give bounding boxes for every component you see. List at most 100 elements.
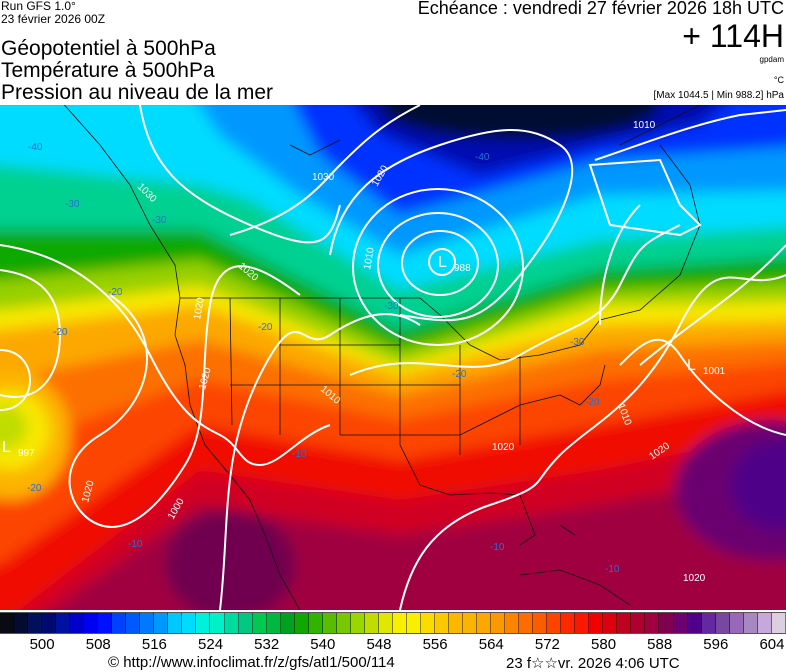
geopotential-colorbar (0, 612, 786, 634)
colorbar-cell (294, 613, 309, 633)
colorbar-cell (196, 613, 211, 633)
temperature-label: -10 (605, 564, 620, 575)
colorbar-label: 532 (254, 636, 280, 653)
isobar-label: 1030 (312, 172, 335, 183)
low-pressure-value: 988 (454, 263, 471, 274)
weather-map: 1010 1030 1030 1020 1020 1010 1020 1020 … (0, 105, 786, 610)
title-pressure: Pression au niveau de la mer (1, 81, 273, 104)
colorbar-label: 516 (141, 636, 167, 653)
colorbar-cell (434, 613, 449, 633)
colorbar-cell (533, 613, 548, 633)
colorbar-label: 524 (198, 636, 224, 653)
colorbar-cell (238, 613, 253, 633)
colorbar-cell (336, 613, 351, 633)
temperature-label: -10 (490, 542, 505, 553)
colorbar-cell (406, 613, 421, 633)
source-url: © http://www.infoclimat.fr/z/gfs/atl1/50… (108, 654, 395, 671)
colorbar-label: 508 (85, 636, 111, 653)
borders-coastlines (63, 105, 701, 610)
colorbar-cell (757, 613, 772, 633)
colorbar-cell (98, 613, 113, 633)
colorbar-label: 588 (647, 636, 673, 653)
pressure-centers: L 988 L 1001 L 997 (2, 254, 726, 459)
colorbar-label: 564 (478, 636, 504, 653)
colorbar-cell (715, 613, 730, 633)
temperature-label: -40 (475, 152, 490, 163)
unit-celsius: °C (773, 75, 784, 85)
colorbar-cell (575, 613, 590, 633)
colorbar-cell (449, 613, 464, 633)
colorbar-cell (42, 613, 57, 633)
colorbar-cell (0, 613, 15, 633)
temperature-labels: -40 -30 -20 -20 -30 -20 -40 -30 -20 -20 … (27, 142, 620, 575)
temperature-label: -20 (27, 483, 42, 494)
isobar-label: 1010 (362, 246, 377, 270)
colorbar-cell (70, 613, 85, 633)
generated-time: 23 f☆☆vr. 2026 4:06 UTC (506, 655, 680, 672)
colorbar-label: 596 (703, 636, 729, 653)
colorbar-cell (84, 613, 99, 633)
colorbar-cell (140, 613, 155, 633)
temperature-label: -30 (152, 215, 167, 226)
colorbar-cell (28, 613, 43, 633)
run-date: 23 février 2026 00Z (1, 12, 106, 26)
isobar-label: 1020 (492, 442, 515, 453)
isobar-label: 1010 (633, 120, 656, 131)
temperature-label: -10 (128, 539, 143, 550)
colorbar-cell (252, 613, 267, 633)
colorbar-cell (280, 613, 295, 633)
colorbar-cell (687, 613, 702, 633)
isobar-label: 1020 (683, 573, 706, 584)
colorbar-label: 548 (366, 636, 392, 653)
colorbar-cell (154, 613, 169, 633)
unit-gpdam: gpdam (759, 55, 784, 64)
colorbar-cell (477, 613, 492, 633)
colorbar-cell (631, 613, 646, 633)
geopotential-field (0, 105, 786, 610)
colorbar-cell (701, 613, 716, 633)
colorbar-cell (14, 613, 29, 633)
temperature-label: -40 (28, 142, 43, 153)
colorbar-cell (322, 613, 337, 633)
low-pressure-value: 997 (18, 448, 35, 459)
temperature-label: -20 (53, 327, 68, 338)
forecast-valid-time: Echéance : vendredi 27 février 2026 18h … (417, 0, 784, 18)
temperature-label: -20 (585, 397, 600, 408)
forecast-lead-time: + 114H (682, 18, 784, 54)
colorbar-label: 604 (759, 636, 785, 653)
colorbar-cell (561, 613, 576, 633)
colorbar-cell (505, 613, 520, 633)
colorbar-cell (463, 613, 478, 633)
low-pressure-marker: L (2, 439, 11, 456)
colorbar-cell (364, 613, 379, 633)
colorbar-label: 500 (29, 636, 55, 653)
temperature-label: -30 (65, 199, 80, 210)
colorbar-cell (659, 613, 674, 633)
colorbar-cell (519, 613, 534, 633)
temperature-label: -30 (570, 337, 585, 348)
colorbar-label: 540 (310, 636, 336, 653)
colorbar-cell (112, 613, 127, 633)
colorbar-label: 580 (591, 636, 617, 653)
colorbar-cell (210, 613, 225, 633)
colorbar-cell (743, 613, 758, 633)
run-label: Run GFS 1.0° (1, 0, 76, 13)
title-temperature: Température à 500hPa (1, 59, 215, 82)
colorbar-cell (182, 613, 197, 633)
temperature-label: -20 (452, 369, 467, 380)
colorbar-cell (729, 613, 744, 633)
colorbar-label: 556 (422, 636, 448, 653)
title-geopotential: Géopotentiel à 500hPa (1, 37, 216, 60)
colorbar-cell (266, 613, 281, 633)
colorbar-cell (420, 613, 435, 633)
colorbar-cell (547, 613, 562, 633)
colorbar-cell (673, 613, 688, 633)
colorbar-cell (56, 613, 71, 633)
colorbar-cell (308, 613, 323, 633)
colorbar-cell (168, 613, 183, 633)
pressure-range: [Max 1044.5 | Min 988.2] hPa (653, 90, 784, 101)
isobars (0, 105, 786, 610)
colorbar-cell (645, 613, 660, 633)
colorbar-cell (350, 613, 365, 633)
colorbar-cell (126, 613, 141, 633)
